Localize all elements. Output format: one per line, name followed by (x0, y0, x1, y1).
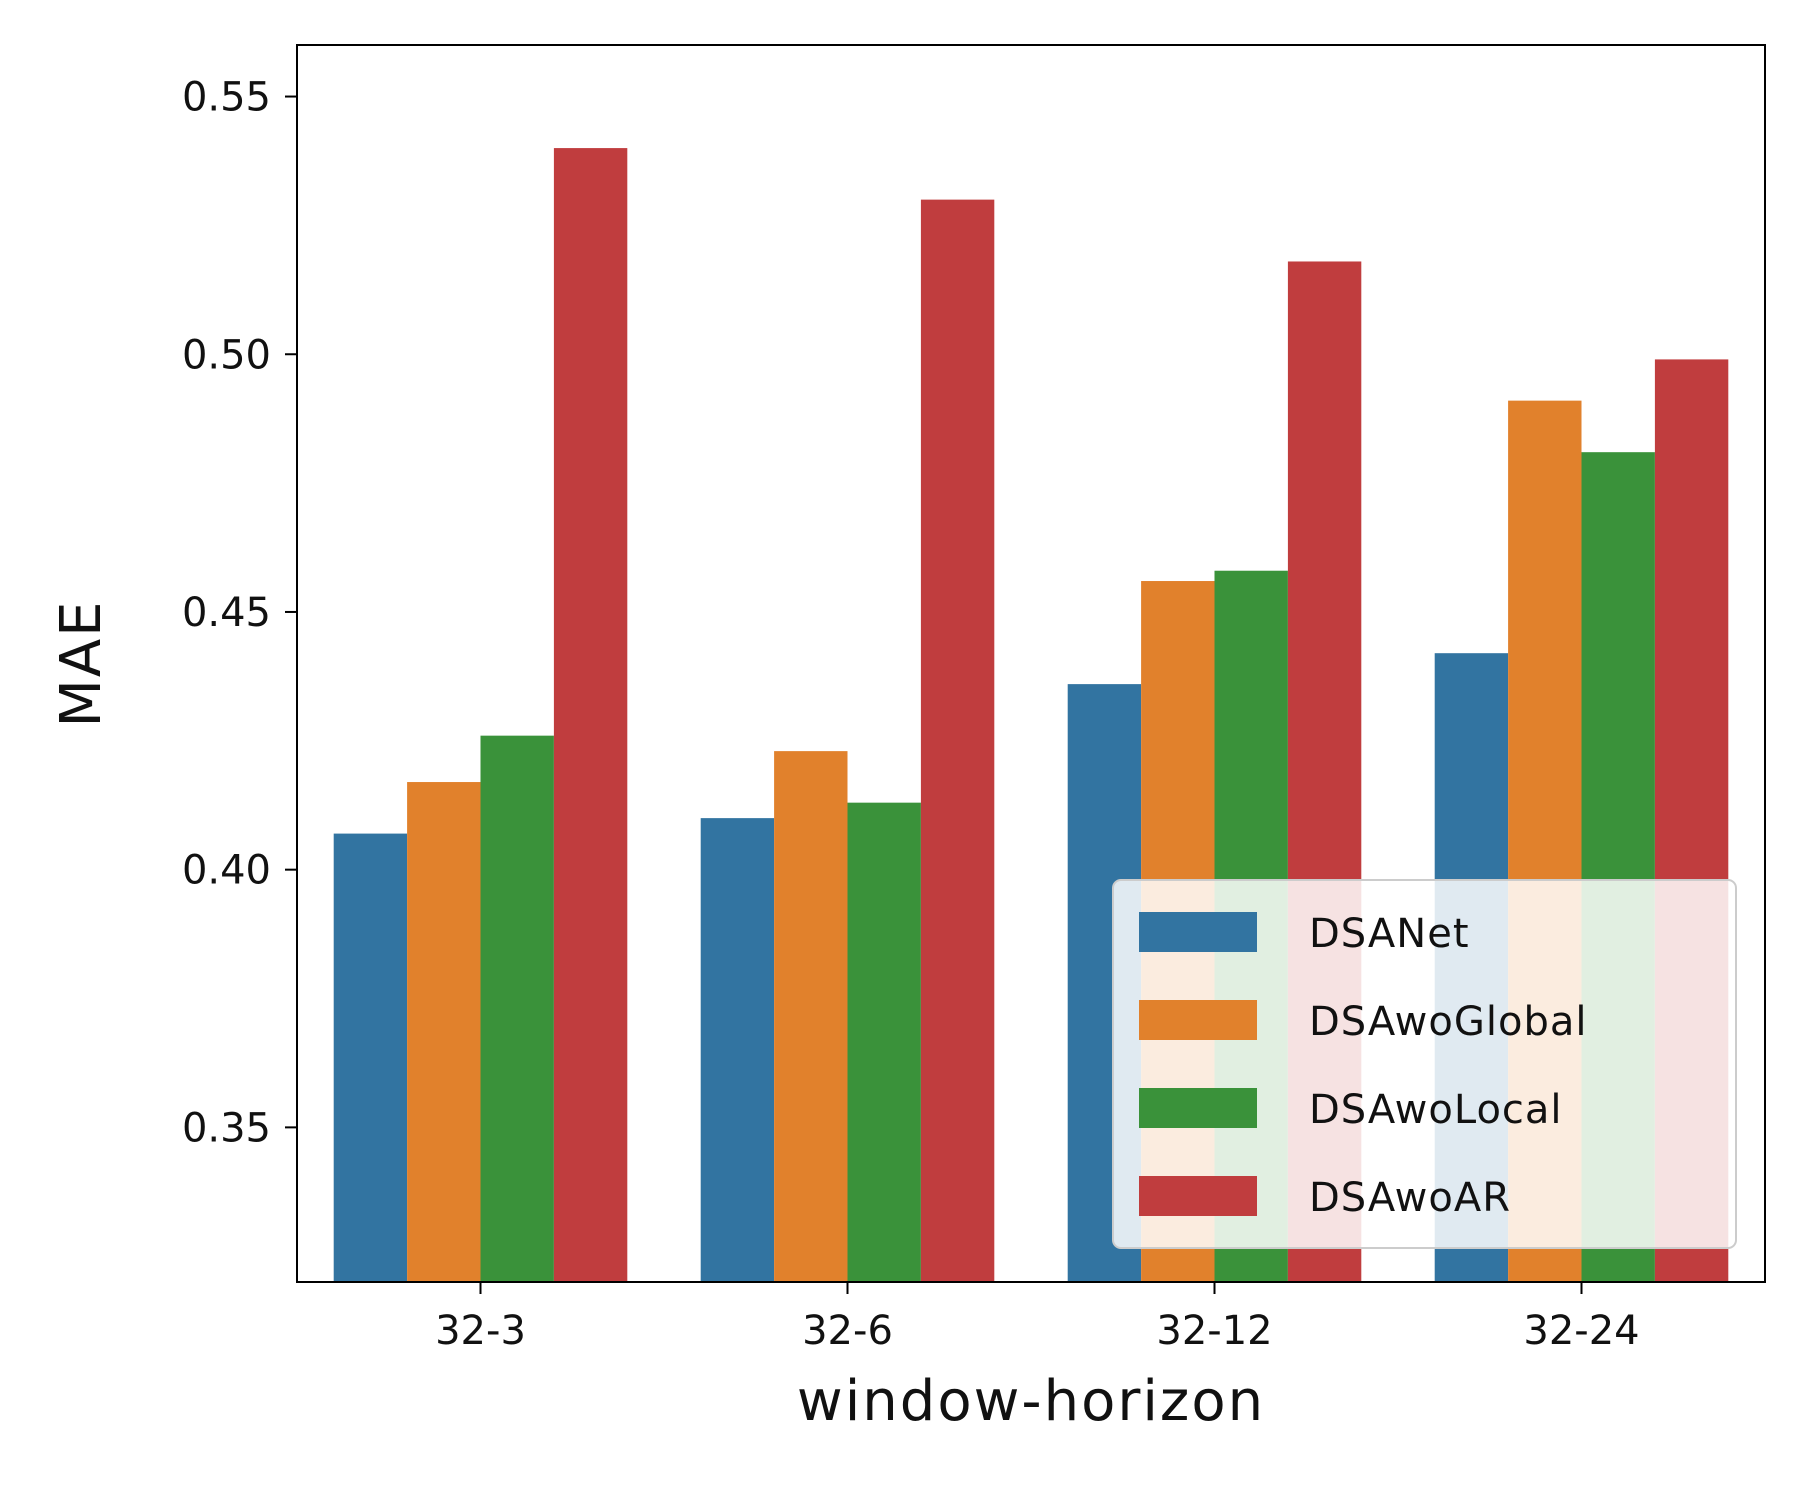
legend-box (1112, 879, 1737, 1249)
y-tick-label: 0.35 (182, 1105, 271, 1151)
x-axis-title: window-horizon (797, 1369, 1265, 1434)
y-tick-label: 0.50 (182, 332, 271, 378)
y-axis-title: MAE (49, 599, 114, 727)
legend-label-DSANet: DSANet (1309, 911, 1470, 957)
legend-label-DSAwoGlobal: DSAwoGlobal (1309, 999, 1587, 1045)
legend-label-DSAwoLocal: DSAwoLocal (1309, 1087, 1563, 1133)
bar-DSAwoAR-32-6 (920, 199, 995, 1282)
y-tick-label: 0.55 (182, 75, 271, 121)
legend: DSANet DSAwoGlobal DSAwoLocal DSAwoAR (1112, 879, 1737, 1249)
bar-DSAwoAR-32-3 (553, 148, 628, 1282)
x-axis: 32-3 32-6 32-12 32-24 (435, 1282, 1640, 1354)
bar-DSAwoLocal-32-3 (480, 735, 554, 1282)
legend-label-DSAwoAR: DSAwoAR (1309, 1175, 1511, 1221)
bar-DSAwoGlobal-32-6 (774, 751, 848, 1282)
y-tick-label: 0.40 (182, 848, 271, 894)
legend-swatch-DSAwoGlobal (1139, 1000, 1257, 1040)
x-tick-label: 32-24 (1523, 1308, 1639, 1354)
bar-DSAwoGlobal-32-3 (407, 782, 481, 1282)
y-tick-label: 0.45 (182, 590, 271, 636)
legend-swatch-DSAwoAR (1139, 1176, 1257, 1216)
legend-swatch-DSANet (1139, 912, 1257, 952)
x-tick-label: 32-3 (435, 1308, 526, 1354)
bar-DSANet-32-3 (333, 833, 408, 1282)
x-tick-label: 32-6 (802, 1308, 893, 1354)
plot-area-frame (296, 44, 1766, 1283)
x-tick-label: 32-12 (1156, 1308, 1272, 1354)
legend-swatch-DSAwoLocal (1139, 1088, 1257, 1128)
y-axis: 0.35 0.40 0.45 0.50 0.55 (182, 75, 297, 1151)
bar-DSANet-32-6 (700, 818, 775, 1282)
bar-DSAwoLocal-32-6 (847, 802, 921, 1282)
